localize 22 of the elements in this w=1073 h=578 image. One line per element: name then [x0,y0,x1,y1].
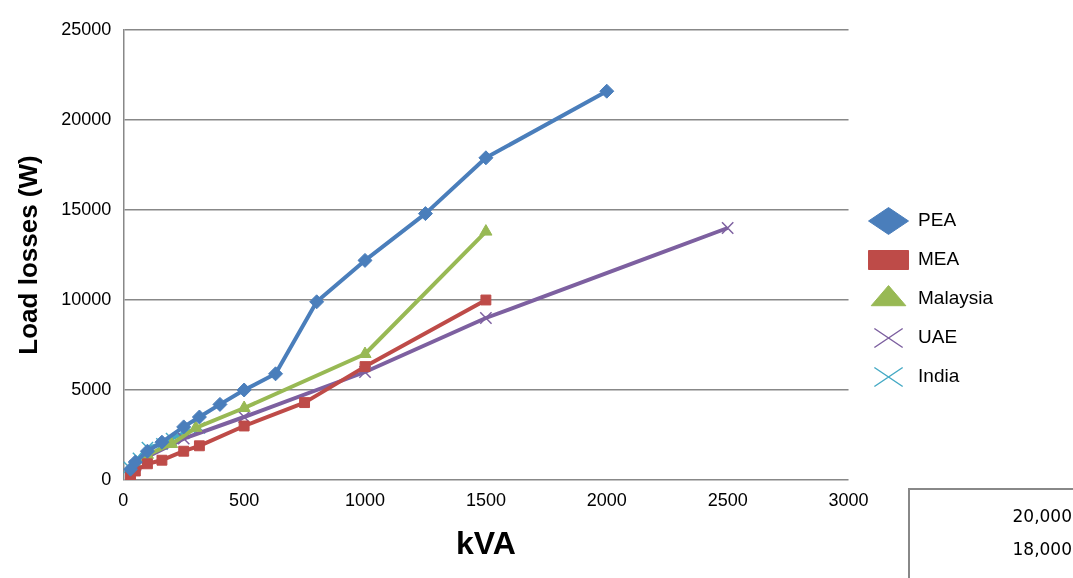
x-tick-label: 1000 [344,489,386,510]
x-tick-label: 3000 [828,489,869,510]
x-tick-label: 1500 [465,489,506,510]
legend-label: Malaysia [918,287,994,309]
x-tick-label: 500 [229,489,260,510]
y-tick-label: 20000 [61,108,112,129]
y-tick-label: 10000 [61,288,112,309]
legend-label: MEA [918,248,960,270]
text: 18,000 [1011,539,1072,561]
y-axis-title: Load losses (W) [12,155,43,355]
y-tick-label: 15000 [61,198,112,219]
x-tick-label: 2000 [586,489,627,510]
text: 20,000 [1011,506,1072,528]
y-tick-label: 5000 [71,378,112,399]
legend-label: India [918,365,960,387]
legend-label: UAE [918,326,958,348]
legend-label: PEA [918,209,957,231]
x-tick-label: 2500 [707,489,748,510]
y-tick-label: 25000 [61,18,112,39]
x-axis-title: kVA [455,524,516,561]
y-tick-label: 0 [101,468,112,489]
x-tick-label: 0 [118,489,129,510]
